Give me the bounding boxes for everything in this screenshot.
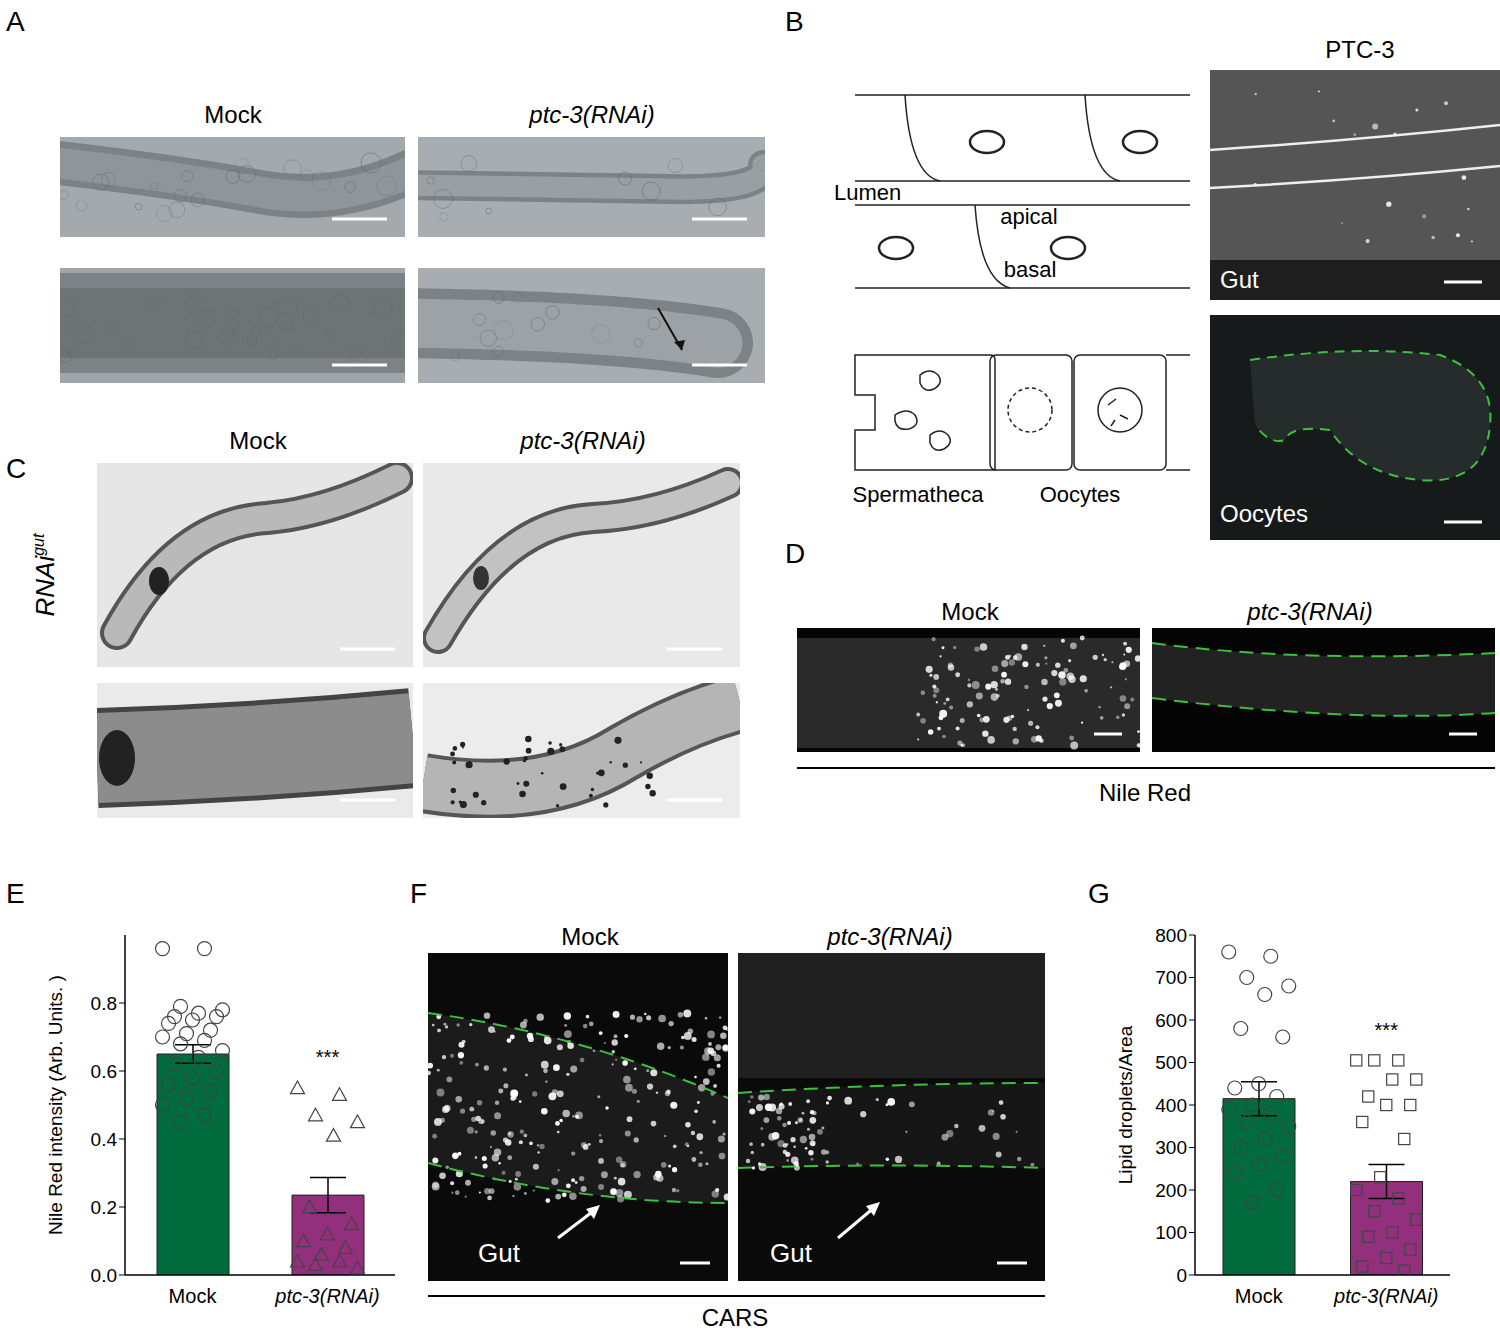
- svg-text:0: 0: [1176, 1265, 1187, 1286]
- html-text:RNAi: RNAi: [29, 555, 60, 617]
- svg-text:300: 300: [1155, 1137, 1187, 1158]
- html-text:C: C: [6, 453, 27, 484]
- svg-text:0.2: 0.2: [91, 1197, 117, 1218]
- html-text:ptc-3(RNAi): ptc-3(RNAi): [1247, 598, 1373, 625]
- html-text:Lumen: Lumen: [834, 180, 902, 205]
- svg-text:***: ***: [1375, 1019, 1399, 1041]
- html-text:Oocytes: Oocytes: [1220, 500, 1308, 527]
- html-text:ptc-3(RNAi): ptc-3(RNAi): [827, 923, 953, 950]
- svg-text:Mock: Mock: [1235, 1285, 1284, 1307]
- svg-text:ptc-3(RNAi): ptc-3(RNAi): [1333, 1285, 1438, 1307]
- html-text:A: A: [6, 6, 25, 37]
- svg-text:Lipid droplets/Area: Lipid droplets/Area: [1115, 1025, 1136, 1184]
- svg-text:200: 200: [1155, 1180, 1187, 1201]
- svg-text:700: 700: [1155, 967, 1187, 988]
- html-text:Mock: Mock: [561, 923, 619, 950]
- html-text:PTC-3: PTC-3: [1325, 36, 1395, 63]
- html-text:Gut: Gut: [770, 1238, 812, 1268]
- svg-text:100: 100: [1155, 1222, 1187, 1243]
- html-text:basal: basal: [1003, 257, 1057, 282]
- html-text:gut: gut: [29, 533, 47, 556]
- html-text:Spermatheca: Spermatheca: [852, 482, 984, 507]
- svg-text:500: 500: [1155, 1052, 1187, 1073]
- svg-text:Mock: Mock: [169, 1285, 218, 1307]
- html-text:CARS: CARS: [701, 1304, 769, 1331]
- svg-text:***: ***: [316, 1046, 340, 1068]
- html-text:E: E: [6, 878, 25, 909]
- svg-text:0.6: 0.6: [91, 1061, 117, 1082]
- svg-text:400: 400: [1155, 1095, 1187, 1116]
- svg-text:0.4: 0.4: [91, 1129, 118, 1150]
- html-text:Gut: Gut: [1220, 266, 1259, 293]
- svg-text:ptc-3(RNAi): ptc-3(RNAi): [274, 1285, 379, 1307]
- svg-text:600: 600: [1155, 1010, 1187, 1031]
- html-text:Nile Red: Nile Red: [1099, 779, 1191, 806]
- svg-text:0.0: 0.0: [91, 1265, 117, 1286]
- html-text:F: F: [410, 878, 428, 909]
- html-text:Mock: Mock: [229, 427, 287, 454]
- svg-text:800: 800: [1155, 925, 1187, 946]
- html-text:B: B: [785, 6, 804, 37]
- html-text:Oocytes: Oocytes: [1039, 482, 1121, 507]
- html-text:ptc-3(RNAi): ptc-3(RNAi): [520, 427, 646, 454]
- html-text:ptc-3(RNAi): ptc-3(RNAi): [529, 101, 655, 128]
- svg-text:0.8: 0.8: [91, 993, 117, 1014]
- html-text:Mock: Mock: [941, 598, 999, 625]
- html-text:Mock: Mock: [204, 101, 262, 128]
- html-text:G: G: [1088, 878, 1110, 909]
- html-text:Gut: Gut: [478, 1238, 520, 1268]
- html-text:apical: apical: [1000, 204, 1058, 229]
- html-text:D: D: [785, 538, 806, 569]
- svg-text:Nile Red intensity (Arb. Units: Nile Red intensity (Arb. Units. ): [45, 975, 66, 1235]
